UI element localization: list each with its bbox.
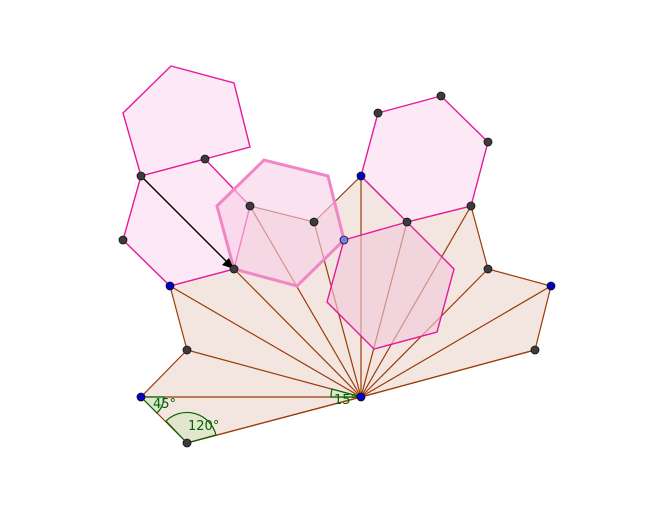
point[interactable] bbox=[436, 91, 446, 101]
point[interactable] bbox=[118, 235, 128, 245]
point[interactable] bbox=[309, 217, 319, 227]
point[interactable] bbox=[402, 217, 412, 227]
spoke bbox=[360, 285, 552, 398]
point[interactable] bbox=[546, 281, 556, 291]
point[interactable] bbox=[245, 201, 255, 211]
point[interactable] bbox=[182, 345, 192, 355]
hexagon-top-left[interactable] bbox=[122, 65, 251, 177]
point[interactable] bbox=[229, 264, 239, 274]
angle-arc-45 bbox=[139, 396, 165, 414]
angle-markers: 45° 120° 15° bbox=[139, 388, 362, 444]
point-center[interactable] bbox=[356, 392, 366, 402]
angle-arc-center bbox=[330, 388, 362, 398]
point[interactable] bbox=[530, 345, 540, 355]
spoke bbox=[169, 285, 362, 398]
point[interactable] bbox=[356, 171, 366, 181]
point[interactable] bbox=[339, 235, 349, 245]
angle-label-120: 120° bbox=[188, 419, 219, 434]
point[interactable] bbox=[466, 201, 476, 211]
spoke bbox=[233, 268, 362, 398]
points-group bbox=[118, 91, 556, 448]
point[interactable] bbox=[373, 108, 383, 118]
angle-label-45: 45° bbox=[153, 397, 176, 412]
point[interactable] bbox=[165, 281, 175, 291]
point[interactable] bbox=[200, 154, 210, 164]
point[interactable] bbox=[136, 392, 146, 402]
point[interactable] bbox=[136, 171, 146, 181]
angle-arc-120 bbox=[165, 411, 217, 444]
vector-line bbox=[140, 175, 232, 267]
point[interactable] bbox=[483, 137, 493, 147]
point[interactable] bbox=[182, 438, 192, 448]
spoke bbox=[360, 349, 536, 398]
angle-label-center: 15° bbox=[334, 393, 357, 408]
point[interactable] bbox=[483, 264, 493, 274]
